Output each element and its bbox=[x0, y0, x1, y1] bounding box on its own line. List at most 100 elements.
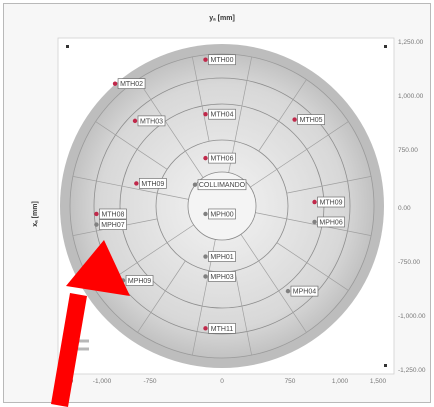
y-ticks: 1,250.00 1,000.00 750.00 0.00 -750.00 -1,000.… bbox=[398, 39, 426, 374]
sensor-label: MPH07 bbox=[101, 222, 124, 229]
sensor-label-box bbox=[125, 275, 154, 286]
sensor-label-box bbox=[208, 152, 236, 164]
sensor-dot bbox=[203, 211, 208, 217]
y-tick-label: 1,250.00 bbox=[398, 39, 424, 46]
sensor-label: MPH04 bbox=[293, 289, 316, 296]
sensor-label-box bbox=[208, 323, 236, 334]
sensor-marker[interactable]: MPH07 bbox=[94, 219, 127, 230]
x-tick-label: 0 bbox=[220, 378, 224, 385]
sensor-label: MPH01 bbox=[210, 254, 233, 261]
sensor-label: COLLIMANDO bbox=[199, 182, 246, 189]
disc-spoke bbox=[234, 270, 252, 356]
sensor-marker[interactable]: MPH00 bbox=[203, 208, 236, 220]
x-tick-label: -750 bbox=[143, 378, 156, 385]
sensor-dot bbox=[132, 118, 138, 124]
disc-spoke bbox=[258, 79, 307, 152]
sensor-label-box bbox=[317, 196, 345, 208]
sensor-dot bbox=[94, 222, 99, 227]
sensor-dot bbox=[203, 274, 208, 279]
sensor-marker[interactable]: MTH09 bbox=[312, 196, 345, 208]
sensor-dot bbox=[192, 182, 198, 187]
sensor-marker[interactable]: COLLIMANDO bbox=[192, 179, 247, 191]
sensor-marker[interactable]: MPH03 bbox=[203, 271, 236, 282]
disc-spoke bbox=[255, 212, 372, 236]
disc-spoke bbox=[72, 176, 189, 200]
y-tick-label: -750.00 bbox=[398, 259, 420, 266]
sensor-label: MTH06 bbox=[211, 156, 234, 163]
sensor-label: MTH04 bbox=[211, 112, 234, 119]
sensor-marker[interactable]: MPH06 bbox=[312, 216, 345, 228]
disc-spoke bbox=[240, 234, 307, 333]
sensor-label-box bbox=[208, 271, 236, 282]
sensor-label-box bbox=[138, 178, 167, 189]
x-tick-label: 1,500 bbox=[370, 378, 387, 385]
sensor-label-box bbox=[290, 285, 319, 297]
arrow-head bbox=[66, 240, 130, 296]
sensor-label-box bbox=[197, 179, 247, 191]
sensor-label-box bbox=[208, 54, 236, 66]
sensor-label-box bbox=[208, 251, 236, 262]
legend-entry-bar bbox=[75, 339, 89, 343]
x-tick-label: 1,000 bbox=[332, 378, 349, 385]
sensor-label-box bbox=[99, 208, 127, 220]
x-tick-label: 750 bbox=[285, 378, 296, 385]
y-tick-label: -1,000.00 bbox=[398, 313, 426, 320]
sensor-marker[interactable]: MTH09 bbox=[134, 178, 167, 189]
sensor-dot bbox=[312, 219, 317, 225]
sensor-marker[interactable]: MPH09 bbox=[120, 275, 154, 286]
disc-ring bbox=[93, 77, 351, 335]
sensor-label: MTH09 bbox=[141, 181, 164, 188]
y-tick-label: 750.00 bbox=[398, 147, 418, 154]
sensor-dot bbox=[285, 288, 291, 294]
sensor-label: MTH08 bbox=[101, 211, 124, 218]
sensor-label-box bbox=[137, 115, 166, 127]
sensor-marker[interactable]: MTH11 bbox=[203, 323, 236, 334]
sensor-label-box bbox=[99, 219, 127, 230]
sensor-dot bbox=[94, 211, 99, 217]
sensor-dot bbox=[134, 181, 139, 186]
sensor-marker[interactable]: MPH04 bbox=[285, 285, 319, 297]
disc-spoke bbox=[276, 242, 349, 291]
arrow-shaft bbox=[51, 293, 87, 407]
sensor-label: MTH11 bbox=[211, 326, 234, 333]
sensor-label: MPH09 bbox=[128, 278, 151, 285]
sensor-marker[interactable]: MTH08 bbox=[94, 208, 127, 220]
y-axis-title: xₐ [mm] bbox=[32, 201, 39, 227]
corner-marker bbox=[384, 45, 387, 48]
sensor-label: MTH09 bbox=[320, 200, 343, 207]
disc-spoke bbox=[192, 56, 210, 142]
disc-spoke bbox=[95, 121, 168, 170]
y-tick-label: -1,250.00 bbox=[398, 367, 426, 374]
sensor-marker[interactable]: MTH06 bbox=[203, 152, 236, 164]
sensor-marker[interactable]: MTH05 bbox=[292, 114, 325, 125]
x-tick-label: -1,000 bbox=[93, 378, 112, 385]
sensor-label: MTH03 bbox=[140, 118, 163, 125]
sensor-label: MPH03 bbox=[210, 274, 233, 281]
disc-spoke bbox=[137, 79, 204, 178]
sensor-label: MPH00 bbox=[210, 211, 233, 218]
sensor-dot bbox=[203, 57, 208, 62]
sensor-label: MTH02 bbox=[120, 81, 143, 88]
sensor-marker[interactable]: MTH02 bbox=[112, 78, 146, 89]
sensor-dot bbox=[203, 326, 208, 331]
sensor-label: MTH00 bbox=[211, 57, 234, 64]
sensor-marker[interactable]: MTH04 bbox=[203, 108, 236, 120]
disc-spoke bbox=[286, 176, 372, 194]
corner-marker bbox=[384, 364, 387, 367]
sensor-marker[interactable]: MTH00 bbox=[203, 54, 236, 66]
sensor-label-box bbox=[317, 216, 345, 228]
sensor-label-box bbox=[208, 108, 236, 120]
sensor-label: MTH05 bbox=[300, 117, 323, 124]
legend-entry-bar bbox=[75, 347, 89, 351]
corner-marker bbox=[66, 45, 69, 48]
disc-spoke bbox=[250, 121, 349, 188]
sensor-label: MPH06 bbox=[319, 219, 342, 226]
sensor-marker[interactable]: MTH03 bbox=[132, 115, 166, 127]
sensor-markers: MTH00 MTH02 MTH03 MTH04 MTH05 MTH06 MTH09 MTH08… bbox=[94, 54, 345, 334]
sensor-dot bbox=[203, 112, 208, 117]
sensor-label-box bbox=[208, 208, 236, 220]
sensor-label-box bbox=[297, 114, 325, 125]
sensor-marker[interactable]: MPH01 bbox=[203, 251, 236, 262]
